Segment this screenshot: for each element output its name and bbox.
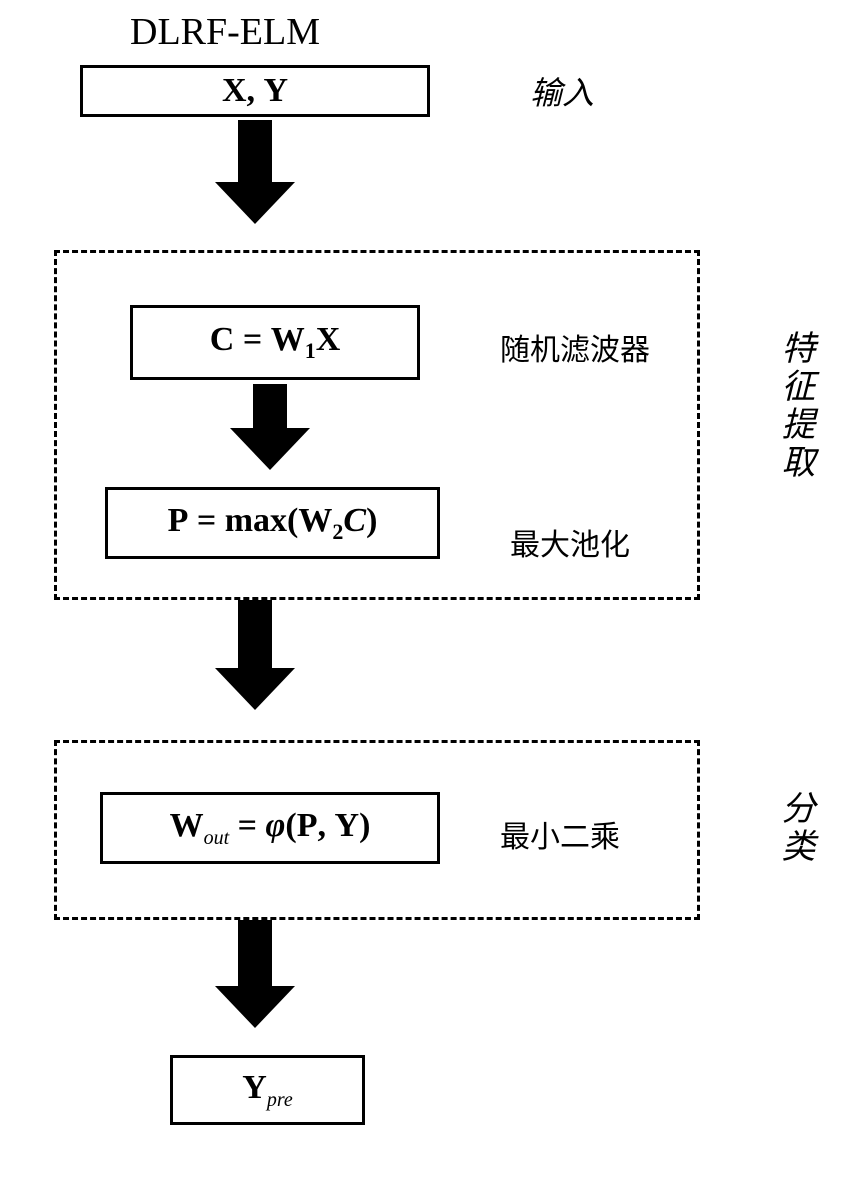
feature-extract-side-label: 特征提取 [770,330,819,482]
lsq-box: Wout = φ(P, Y) [100,792,440,864]
input-label: 输入 [530,68,594,114]
lsq-formula: Wout = φ(P, Y) [170,807,371,850]
pool-label: 最大池化 [510,520,630,564]
filter-label: 随机滤波器 [500,325,650,369]
pool-box: P = max(W2C) [105,487,440,559]
arrow-3 [215,600,295,710]
input-formula: X, Y [222,72,288,110]
filter-formula: C = W1X [210,321,341,364]
pool-formula: P = max(W2C) [168,502,378,545]
output-formula: Ypre [242,1069,292,1112]
lsq-label: 最小二乘 [500,812,620,856]
arrow-2 [230,384,310,470]
classify-side-label: 分类 [770,790,819,866]
arrow-1 [215,120,295,224]
filter-box: C = W1X [130,305,420,380]
input-box: X, Y [80,65,430,117]
arrow-4 [215,920,295,1028]
diagram-title: DLRF-ELM [130,10,320,54]
output-box: Ypre [170,1055,365,1125]
